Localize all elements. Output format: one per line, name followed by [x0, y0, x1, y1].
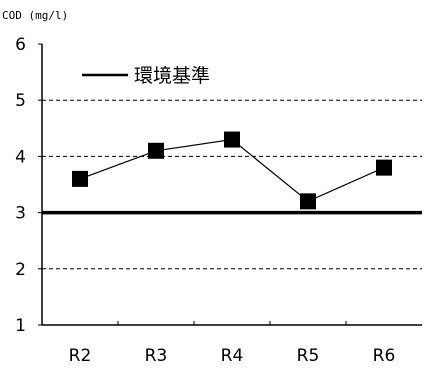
y-tick-label: 1: [15, 316, 26, 336]
legend-label: 環境基準: [134, 65, 210, 87]
x-tick-labels: R2 R3 R4 R5 R6: [69, 346, 396, 366]
x-tick-label: R2: [69, 346, 92, 366]
x-tick-label: R6: [373, 346, 396, 366]
data-point-marker: [300, 193, 316, 210]
y-tick-label: 5: [15, 91, 26, 111]
series-line: [79, 138, 385, 203]
y-tick-label: 6: [15, 35, 26, 55]
gridlines: [42, 99, 422, 270]
unit-label: COD (mg/l): [2, 9, 68, 22]
data-point-marker: [224, 131, 240, 148]
data-point-marker: [148, 142, 164, 159]
y-tick-label: 2: [15, 260, 26, 280]
data-point-marker: [72, 170, 88, 187]
x-tick-label: R5: [297, 346, 320, 366]
y-tick-label: 3: [15, 204, 26, 224]
data-series: [72, 131, 392, 210]
legend: 環境基準: [82, 65, 210, 87]
data-point-marker: [376, 159, 392, 176]
x-tick-label: R3: [145, 346, 168, 366]
x-tick-label: R4: [221, 346, 244, 366]
y-tick-labels: 1 2 3 4 5 6: [15, 35, 42, 336]
y-tick-label: 4: [15, 147, 26, 167]
